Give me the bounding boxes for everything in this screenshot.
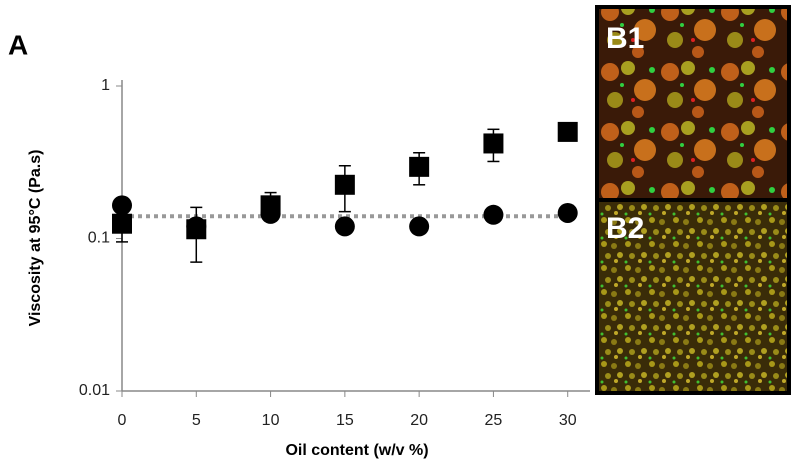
image-label: B1 <box>606 22 644 55</box>
x-tick-label: 20 <box>410 412 428 429</box>
x-tick-label: 15 <box>336 412 354 429</box>
y-tick-label: 0.01 <box>79 382 110 399</box>
square-marker <box>483 133 504 154</box>
circle-marker <box>334 216 355 237</box>
x-tick-label: 30 <box>559 412 577 429</box>
circle-marker <box>186 216 207 237</box>
circle-marker <box>260 203 281 224</box>
square-marker <box>557 121 578 142</box>
y-tick-label: 1 <box>101 77 110 94</box>
circle-marker <box>557 202 578 223</box>
circle-marker <box>112 195 132 216</box>
y-tick-label: 0.1 <box>88 230 110 247</box>
panel-label: A <box>8 29 28 60</box>
micrograph <box>595 198 791 395</box>
square-marker <box>409 156 430 177</box>
x-tick-label: 25 <box>485 412 503 429</box>
x-axis-label: Oil content (w/v %) <box>285 442 428 459</box>
x-tick-label: 5 <box>192 412 201 429</box>
micrograph <box>595 5 791 202</box>
square-marker <box>112 213 132 234</box>
x-tick-label: 0 <box>118 412 127 429</box>
circle-marker <box>409 216 430 237</box>
image-label: B2 <box>606 212 644 245</box>
y-axis-label: Viscosity at 95°C (Pa.s) <box>27 150 44 327</box>
square-marker <box>334 174 355 195</box>
circle-marker <box>483 204 504 225</box>
x-tick-label: 10 <box>262 412 280 429</box>
